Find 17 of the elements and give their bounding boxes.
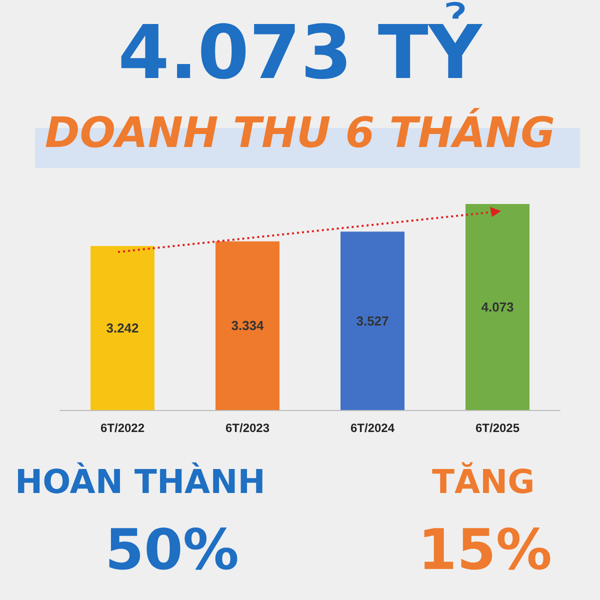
data-label: 3.334 [231, 318, 265, 334]
x-tick-label: 6T/2025 [475, 421, 520, 435]
text: 15% [418, 518, 552, 583]
data-label: 3.242 [106, 320, 139, 336]
bar [340, 232, 404, 410]
x-tick-label: 6T/2022 [100, 421, 145, 435]
x-tick-label: 6T/2023 [225, 421, 270, 435]
text: 50% [105, 518, 240, 583]
data-label: 3.527 [356, 313, 389, 328]
data-label: 4.073 [481, 300, 514, 314]
text: HOÀN THÀNH [15, 462, 266, 501]
bar [466, 204, 530, 410]
bar [216, 241, 280, 410]
bar [90, 246, 154, 410]
x-tick-label: 6T/2024 [350, 421, 395, 435]
chart-subtitle: DOANH THU 6 THÁNG [44, 108, 556, 157]
text: TĂNG [432, 462, 535, 501]
